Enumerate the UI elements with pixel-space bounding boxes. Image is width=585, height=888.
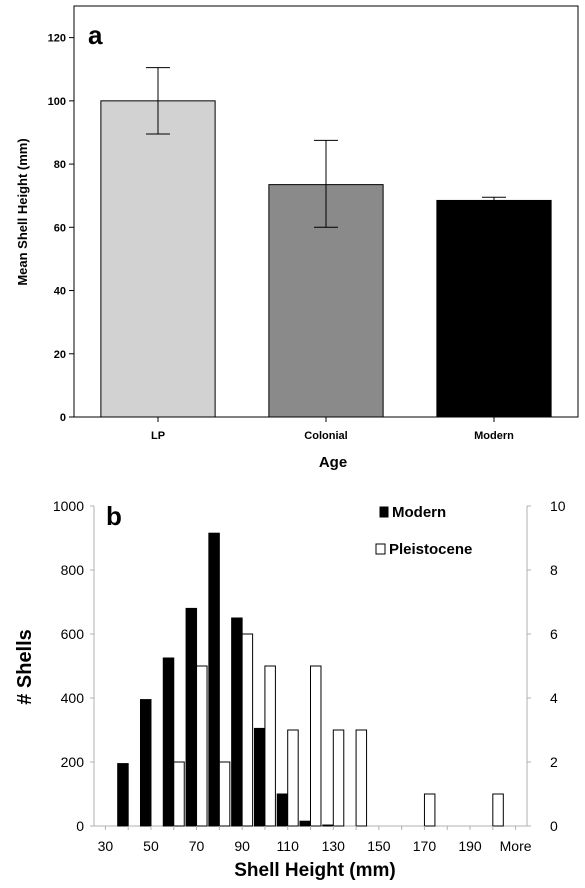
x-tick-label-110: 110 — [277, 838, 300, 854]
panel-b-x-axis: 30 50 70 90 110 130 150 170 190 More — [98, 826, 532, 854]
bar-pleistocene-170 — [423, 793, 436, 827]
bar-pleistocene-80 — [218, 761, 231, 827]
bar-modern-40 — [117, 763, 129, 827]
panel-b-right-y-tick-label: 10 — [550, 498, 566, 514]
bar-modern — [436, 199, 552, 418]
panel-b-left-y-tick-label: 1000 — [53, 498, 84, 514]
panel-b-right-y-tick-label: 0 — [550, 818, 558, 834]
bar-modern-130 — [322, 824, 334, 827]
bar-lp — [100, 100, 216, 418]
panel-b-bars — [117, 532, 504, 827]
panel-b-label: b — [106, 501, 122, 531]
bar-modern-120 — [299, 820, 312, 827]
panel-a-error-bars — [146, 67, 506, 228]
x-tick-label-150: 150 — [367, 838, 391, 854]
bar-modern-80 — [208, 532, 220, 827]
panel-b-left-y-tick-label: 800 — [61, 562, 85, 578]
bar-modern-50 — [139, 699, 152, 827]
bar-pleistocene-100 — [264, 665, 276, 827]
bar-pleistocene-60 — [173, 761, 185, 827]
legend-modern-label: Modern — [392, 504, 446, 521]
legend-pleistocene-swatch — [375, 543, 386, 555]
x-tick-label-more: More — [500, 838, 532, 854]
x-tick-label-90: 90 — [234, 838, 250, 854]
bar-pleistocene-140 — [355, 729, 368, 827]
panel-a-y-axis-title: Mean Shell Height (mm) — [15, 138, 30, 285]
x-tick-label-70: 70 — [189, 838, 205, 854]
x-tick-label-30: 30 — [98, 838, 114, 854]
panel-b-x-axis-title: Shell Height (mm) — [234, 860, 396, 881]
panel-b-right-y-tick-label: 8 — [550, 562, 558, 578]
panel-b-left-y-tick-label: 200 — [61, 754, 85, 770]
panel-a-x-axis-title: Age — [319, 454, 347, 471]
bar-pleistocene-200 — [492, 793, 504, 827]
panel-b-left-y-tick-label: 600 — [61, 626, 85, 642]
bar-modern-110 — [276, 793, 289, 827]
x-tick-label-modern: Modern — [474, 430, 514, 442]
panel-a-y-axis: 0 20 40 60 80 100 120 — [48, 33, 74, 424]
panel-a-y-tick-label: 40 — [54, 286, 66, 298]
bar-modern-60 — [162, 657, 175, 827]
panel-a-x-axis: LP Colonial Modern — [151, 417, 514, 442]
bar-pleistocene-110 — [287, 729, 299, 827]
legend-modern-swatch — [379, 506, 389, 518]
panel-b-right-y-axis: 0 2 4 6 8 10 — [527, 498, 566, 834]
panel-b: b 0 200 400 600 800 1000 0 2 4 6 8 10 30 50 70 90 110 1… — [14, 498, 566, 881]
x-tick-label-colonial: Colonial — [304, 430, 347, 442]
bar-pleistocene-70 — [196, 665, 208, 827]
panel-b-y-axis-title: # Shells — [14, 629, 36, 705]
panel-a-y-tick-label: 80 — [54, 159, 66, 171]
bar-pleistocene-130 — [332, 729, 345, 827]
panel-b-left-y-tick-label: 0 — [76, 818, 84, 834]
x-tick-label-lp: LP — [151, 430, 165, 442]
x-tick-label-190: 190 — [458, 838, 482, 854]
panel-a-y-tick-label: 120 — [48, 33, 66, 45]
panel-b-right-y-tick-label: 4 — [550, 690, 558, 706]
panel-b-right-y-tick-label: 2 — [550, 754, 558, 770]
x-tick-label-170: 170 — [413, 838, 437, 854]
panel-b-left-y-axis: 0 200 400 600 800 1000 — [53, 498, 94, 834]
panel-a-y-tick-label: 20 — [54, 349, 66, 361]
panel-a-label: a — [88, 20, 103, 50]
panel-a: a 0 20 40 60 80 100 120 LP Colonial Modern Age M… — [15, 5, 579, 471]
panel-a-y-tick-label: 100 — [48, 96, 66, 108]
bar-modern-90 — [231, 617, 243, 827]
bar-modern-70 — [185, 607, 198, 827]
panel-a-y-tick-label: 60 — [54, 222, 66, 234]
panel-a-y-tick-label: 0 — [60, 412, 66, 424]
bar-modern-100 — [253, 727, 266, 827]
panel-b-left-y-tick-label: 400 — [61, 690, 85, 706]
panel-b-right-y-tick-label: 6 — [550, 626, 558, 642]
bar-pleistocene-90 — [241, 633, 254, 827]
legend-pleistocene-label: Pleistocene — [389, 541, 472, 558]
x-tick-label-50: 50 — [143, 838, 159, 854]
bar-pleistocene-120 — [310, 665, 322, 827]
x-tick-label-130: 130 — [322, 838, 346, 854]
panel-b-legend: Modern Pleistocene — [375, 504, 472, 558]
